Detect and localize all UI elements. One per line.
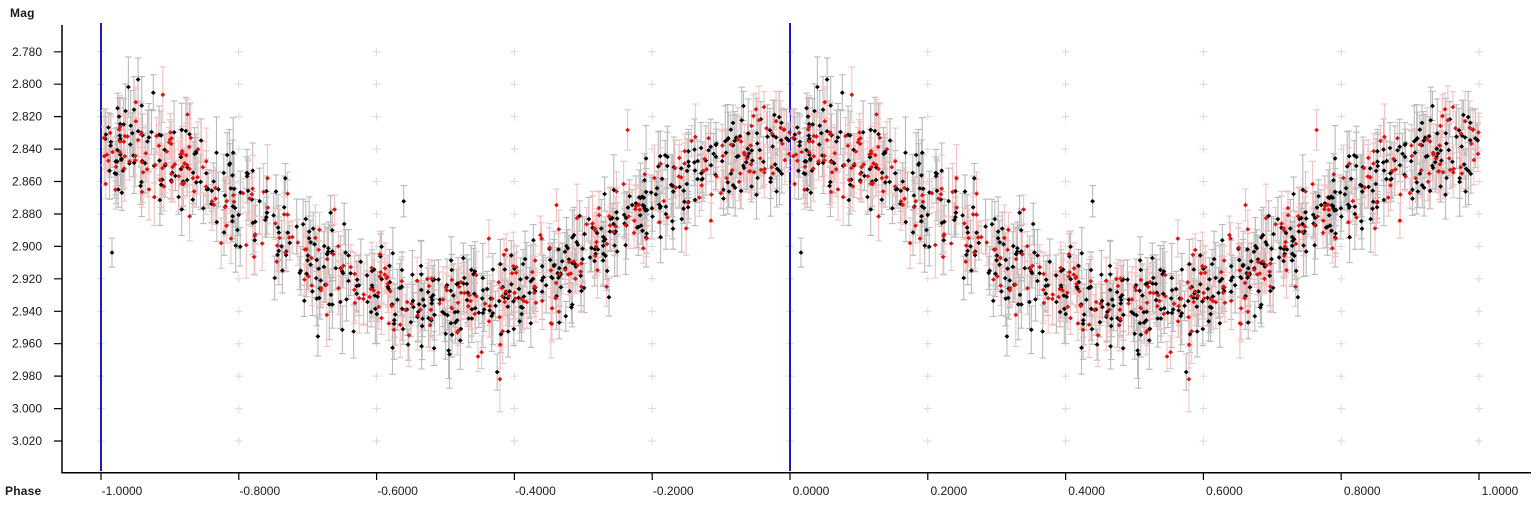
x-tick-label: -0.8000 (239, 484, 280, 498)
x-axis-ticks (100, 472, 1480, 480)
x-tick-label: 0.4000 (1068, 484, 1105, 498)
y-tick-label: 2.800 (12, 77, 42, 91)
y-axis-title: Mag (10, 6, 35, 20)
y-tick-label: 3.000 (12, 402, 42, 416)
x-tick-label: 0.0000 (793, 484, 830, 498)
x-tick-label: 0.2000 (930, 484, 967, 498)
y-tick-label: 2.980 (12, 369, 42, 383)
x-tick-label: -0.6000 (377, 484, 418, 498)
y-tick-label: 2.940 (12, 304, 42, 318)
x-tick-label: -0.4000 (515, 484, 556, 498)
y-axis-ticks (54, 51, 62, 442)
y-tick-label: 2.960 (12, 337, 42, 351)
axis-lines (61, 25, 1531, 474)
x-tick-label: 1.0000 (1482, 484, 1519, 498)
x-tick-label: -0.2000 (653, 484, 694, 498)
y-tick-label: 2.780 (12, 45, 42, 59)
y-tick-label: 2.880 (12, 207, 42, 221)
y-tick-label: 2.840 (12, 142, 42, 156)
x-tick-label: 0.6000 (1206, 484, 1243, 498)
y-tick-label: 2.820 (12, 110, 42, 124)
y-tick-label: 2.920 (12, 272, 42, 286)
x-tick-label: 0.8000 (1344, 484, 1381, 498)
y-tick-label: 2.860 (12, 175, 42, 189)
y-tick-label: 2.900 (12, 239, 42, 253)
x-axis-title: Phase (5, 484, 42, 498)
y-tick-label: 3.020 (12, 434, 42, 448)
x-tick-label: -1.0000 (102, 484, 143, 498)
